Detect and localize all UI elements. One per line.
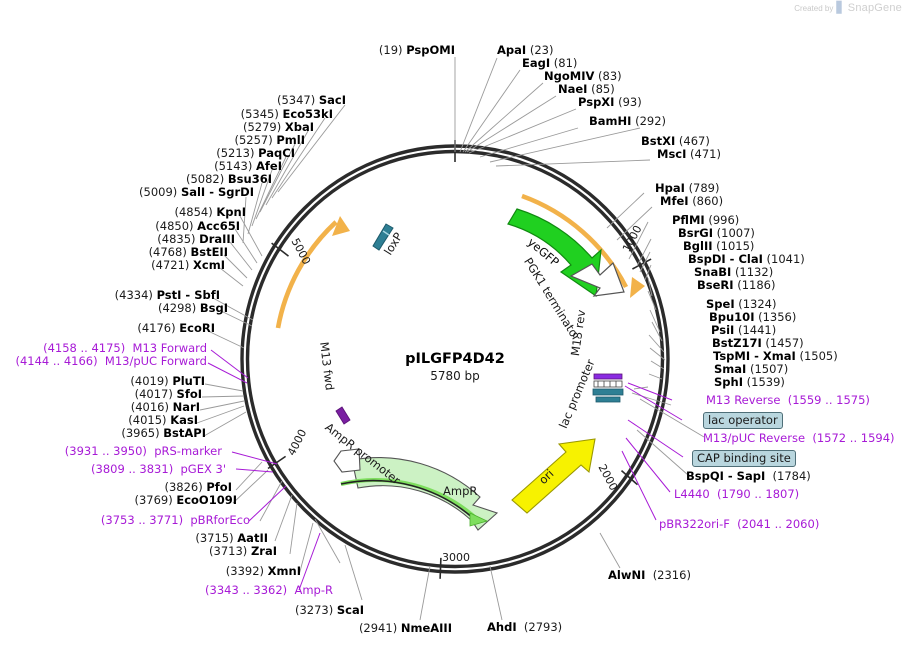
site-label-eagi: EagI (81) — [522, 56, 578, 70]
site-label-lac-operator: lac operator — [703, 412, 783, 429]
site-label-kasi: (4015) KasI — [128, 413, 198, 427]
site-label-psii: PsiI (1441) — [711, 323, 777, 337]
leader-lines-bottom — [314, 518, 621, 621]
site-label-sali-sgrdi: (5009) SalI - SgrDI — [139, 185, 254, 199]
site-label-acc65i: (4850) Acc65I — [155, 219, 240, 233]
feature-label-ampr: AmpR — [443, 484, 478, 498]
snapgene-logo-icon: ▋ — [836, 1, 845, 14]
leader-lines-right-purple — [621, 382, 684, 521]
site-label-bspdi-clai: BspDI - ClaI (1041) — [688, 252, 805, 266]
site-label-bstxi: BstXI (467) — [641, 134, 710, 148]
feature-ori — [511, 438, 596, 514]
site-label-zrai: (3713) ZraI — [209, 544, 277, 558]
site-label-bsu36i: (5082) Bsu36I — [186, 172, 272, 186]
site-label-pflmi: PflMI (996) — [672, 213, 740, 227]
site-label-scai: (3273) ScaI — [294, 603, 364, 617]
site-label-snabi: SnaBI (1132) — [694, 265, 774, 279]
site-label-smai: SmaI (1507) — [714, 362, 789, 376]
site-label-pluti: (4019) PluTI — [130, 374, 205, 388]
site-label-m13-forward: (4158 .. 4175) M13 Forward — [43, 341, 207, 355]
page-title: pILGFP4D42 — [405, 351, 505, 367]
site-label-apai: ApaI (23) — [497, 43, 554, 57]
site-label-l4440: L4440 (1790 .. 1807) — [674, 487, 800, 501]
site-label-spei: SpeI (1324) — [706, 297, 777, 311]
site-label-pspxi: PspXI (93) — [578, 95, 642, 109]
site-label-m13-puc-reverse: M13/pUC Reverse (1572 .. 1594) — [703, 431, 895, 445]
leader-lines-right — [606, 192, 705, 476]
site-label-pbrforeco: (3753 .. 3771) pBRforEco — [100, 513, 250, 527]
leader-lines-left-purple — [207, 349, 321, 591]
site-label-mfei: MfeI (860) — [660, 194, 724, 208]
site-label-xbai: (5279) XbaI — [242, 120, 314, 134]
site-label-bseri: BseRI (1186) — [697, 278, 776, 292]
site-label-pgex-3prime: (3809 .. 3831) pGEX 3' — [91, 462, 226, 476]
site-label-alwni: AlwNI (2316) — [608, 568, 691, 582]
direction-arcs — [275, 193, 629, 329]
site-label-prs-marker: (3931 .. 3950) pRS-marker — [64, 444, 222, 458]
site-label-kpni: (4854) KpnI — [174, 205, 246, 219]
feature-ampr-direction — [340, 478, 489, 527]
site-label-sphi: SphI (1539) — [714, 375, 785, 389]
watermark-prefix: Created by — [794, 3, 834, 13]
site-label-aatii: (3715) AatII — [195, 531, 268, 545]
site-label-m13-reverse: M13 Reverse (1559 .. 1575) — [706, 393, 870, 407]
tick-label-3000: 3000 — [442, 551, 470, 564]
feature-ampr-promoter — [333, 448, 361, 473]
feature-pgk1-terminator — [569, 261, 625, 297]
site-label-psti-sbfi: (4334) PstI - SbfI — [114, 288, 220, 302]
site-label-bamhi: BamHI (292) — [589, 114, 667, 128]
site-label-draiii: (4835) DraIII — [157, 232, 235, 246]
site-label-ahdi: AhdI (2793) — [487, 620, 563, 634]
site-label-bstz17i: BstZ17I (1457) — [712, 336, 804, 350]
site-label-sfoi: (4017) SfoI — [134, 387, 202, 401]
site-label-paqci: (5213) PaqCI — [216, 146, 295, 160]
site-label-hpai: HpaI (789) — [655, 181, 720, 195]
watermark-brand: SnapGene — [847, 2, 902, 14]
site-label-cap-binding-site: CAP binding site — [692, 450, 796, 467]
site-label-pspomi: (19) PspOMI — [378, 43, 455, 57]
feature-loxp — [372, 223, 394, 251]
site-label-bsteii: (4768) BstEII — [148, 245, 228, 259]
site-label-eco53ki: (5345) Eco53kI — [240, 107, 333, 121]
leader-lines-left — [196, 104, 346, 576]
site-label-amp-r: (3343 .. 3362) Amp-R — [205, 583, 333, 597]
leader-lines-top — [454, 57, 651, 167]
site-label-bsgi: (4298) BsgI — [157, 301, 228, 315]
site-label-ngomiv: NgoMIV (83) — [544, 69, 622, 83]
site-label-bsrgi: BsrGI (1007) — [678, 226, 755, 240]
site-label-m13-puc-forward: (4144 .. 4166) M13/pUC Forward — [15, 354, 207, 368]
feature-m13-fwd — [335, 406, 351, 425]
snapgene-watermark: Created by ▋ SnapGene — [794, 2, 902, 14]
site-label-pbr322ori-f: pBR322ori-F (2041 .. 2060) — [659, 517, 820, 531]
site-label-bglii: BglII (1015) — [683, 239, 755, 253]
site-label-xmni: (3392) XmnI — [225, 564, 301, 578]
site-label-saci: (5347) SacI — [276, 93, 346, 107]
site-label-tspmi-xmai: TspMI - XmaI (1505) — [713, 349, 838, 363]
site-label-msci: MscI (471) — [657, 147, 721, 161]
site-label-xcmi: (4721) XcmI — [151, 258, 225, 272]
site-label-bspqi-sapi: BspQI - SapI (1784) — [686, 469, 811, 483]
plasmid-size: 5780 bp — [430, 369, 480, 383]
feature-lac-promoter-cluster — [592, 373, 624, 403]
site-label-ecori: (4176) EcoRI — [137, 321, 215, 335]
direction-arc-heads — [332, 216, 645, 298]
feature-ampr — [351, 457, 499, 531]
site-label-pmli: (5257) PmlI — [234, 133, 305, 147]
site-label-nmeaiii: (2941) NmeAIII — [358, 621, 452, 635]
site-label-afei: (5143) AfeI — [214, 159, 282, 173]
site-label-bstapi: (3965) BstAPI — [121, 426, 206, 440]
site-label-pfoi: (3826) PfoI — [164, 480, 232, 494]
site-label-nari: (4016) NarI — [130, 400, 200, 414]
site-label-naei: NaeI (85) — [558, 82, 615, 96]
site-label-bpu10i: Bpu10I (1356) — [709, 310, 797, 324]
site-label-ecoo109i: (3769) EcoO109I — [134, 493, 237, 507]
